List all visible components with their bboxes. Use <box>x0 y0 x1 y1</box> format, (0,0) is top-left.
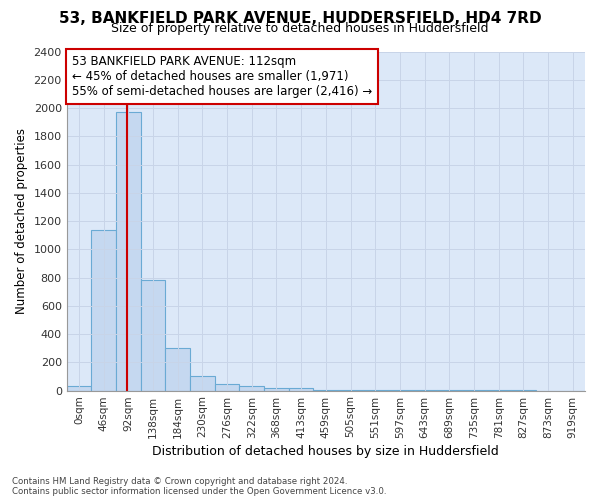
Bar <box>190 376 215 390</box>
Bar <box>289 388 313 390</box>
Y-axis label: Number of detached properties: Number of detached properties <box>15 128 28 314</box>
Bar <box>141 280 166 390</box>
Text: Contains HM Land Registry data © Crown copyright and database right 2024.
Contai: Contains HM Land Registry data © Crown c… <box>12 476 386 496</box>
Bar <box>116 112 141 390</box>
Bar <box>215 384 239 390</box>
Bar <box>239 386 264 390</box>
Bar <box>166 348 190 391</box>
Text: 53, BANKFIELD PARK AVENUE, HUDDERSFIELD, HD4 7RD: 53, BANKFIELD PARK AVENUE, HUDDERSFIELD,… <box>59 11 541 26</box>
X-axis label: Distribution of detached houses by size in Huddersfield: Distribution of detached houses by size … <box>152 444 499 458</box>
Bar <box>91 230 116 390</box>
Bar <box>67 386 91 390</box>
Text: 53 BANKFIELD PARK AVENUE: 112sqm
← 45% of detached houses are smaller (1,971)
55: 53 BANKFIELD PARK AVENUE: 112sqm ← 45% o… <box>72 55 372 98</box>
Text: Size of property relative to detached houses in Huddersfield: Size of property relative to detached ho… <box>111 22 489 35</box>
Bar <box>264 388 289 390</box>
